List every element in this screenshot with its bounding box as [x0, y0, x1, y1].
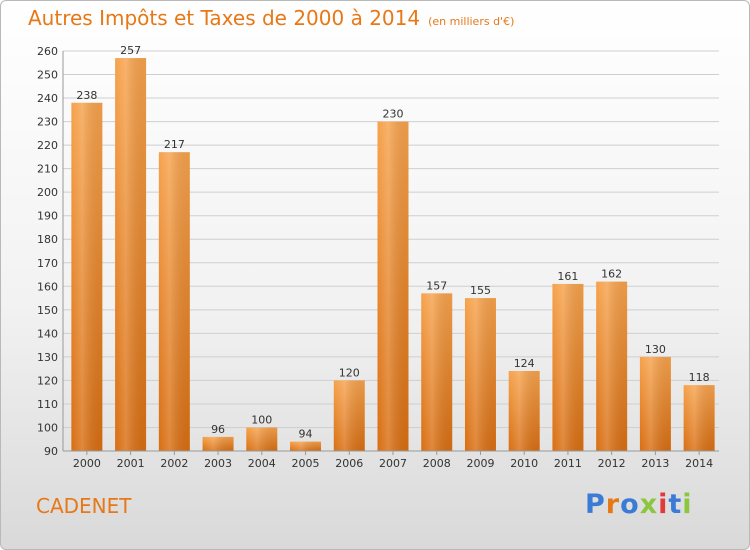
bar-sheen	[158, 152, 190, 452]
proxiti-logo: Proxiti	[585, 489, 693, 520]
bar-sheen	[246, 427, 278, 451]
y-tick-label: 250	[37, 69, 58, 82]
y-tick-label: 90	[44, 445, 58, 458]
data-label: 162	[601, 268, 622, 281]
bar-sheen	[377, 121, 409, 452]
x-tick-label: 2003	[204, 457, 232, 470]
y-tick-label: 220	[37, 139, 58, 152]
x-tick-label: 2006	[335, 457, 363, 470]
bar-sheen	[421, 293, 453, 451]
x-axis: 2000 2001 2002 2003 2004 2005 2006 2007 2008 2009…	[63, 450, 719, 470]
x-tick-label: 2014	[685, 457, 713, 470]
y-tick-label: 140	[37, 327, 58, 340]
unit-note: (en milliers d'€)	[428, 15, 515, 28]
x-tick-label: 2004	[248, 457, 276, 470]
y-tick-label: 230	[37, 116, 58, 129]
data-label: 230	[383, 108, 404, 121]
logo-letter: t	[668, 489, 683, 520]
logo-letter: i	[658, 489, 669, 520]
x-tick-label: 2001	[117, 457, 145, 470]
bar-sheen	[552, 283, 584, 451]
bar-sheen	[464, 298, 496, 451]
data-label: 257	[120, 44, 141, 57]
commune-name: CADENET	[36, 494, 132, 518]
y-axis: 90 100 110 120 130 140 150 160 170 180 190 200 210 22…	[37, 45, 64, 458]
logo-letter: P	[585, 489, 606, 520]
y-tick-label: 240	[37, 92, 58, 105]
data-label: 130	[645, 343, 666, 356]
data-label: 161	[557, 270, 578, 283]
y-tick-label: 120	[37, 374, 58, 387]
y-tick-label: 110	[37, 398, 58, 411]
y-tick-label: 260	[37, 45, 58, 58]
x-tick-label: 2010	[510, 457, 538, 470]
x-tick-label: 2002	[160, 457, 188, 470]
y-tick-label: 150	[37, 304, 58, 317]
bar-sheen	[683, 385, 715, 451]
chart-title-text: Autres Impôts et Taxes de 2000 à 2014	[28, 6, 421, 30]
x-tick-label: 2009	[466, 457, 494, 470]
bar-sheen	[71, 102, 103, 451]
chart-title: Autres Impôts et Taxes de 2000 à 2014 (en…	[28, 6, 514, 30]
bar-sheen	[508, 371, 540, 451]
logo-letter: o	[620, 489, 640, 520]
x-tick-label: 2008	[423, 457, 451, 470]
bar-sheen	[202, 436, 234, 451]
data-label: 118	[689, 371, 710, 384]
x-tick-label: 2007	[379, 457, 407, 470]
data-label: 100	[251, 413, 272, 426]
x-tick-label: 2012	[598, 457, 626, 470]
x-tick-label: 2005	[292, 457, 320, 470]
bar-sheen	[596, 281, 628, 451]
bar-sheen	[290, 441, 322, 451]
data-label: 217	[164, 138, 185, 151]
y-tick-label: 100	[37, 421, 58, 434]
y-tick-label: 160	[37, 280, 58, 293]
y-tick-label: 210	[37, 163, 58, 176]
bars: 238 257 217 96 100 94 120 230 157 155 124 161 162 130…	[71, 44, 715, 452]
y-tick-label: 130	[37, 351, 58, 364]
logo-letter: r	[605, 489, 621, 520]
logo-letter: x	[639, 489, 659, 520]
data-label: 124	[514, 357, 535, 370]
y-tick-label: 190	[37, 210, 58, 223]
bar-sheen	[639, 356, 671, 451]
bar-sheen	[115, 58, 147, 451]
logo-letter: i	[682, 489, 693, 520]
data-label: 155	[470, 284, 491, 297]
y-tick-label: 180	[37, 233, 58, 246]
data-label: 96	[211, 423, 225, 436]
x-tick-label: 2000	[73, 457, 101, 470]
data-label: 94	[299, 428, 313, 441]
x-tick-label: 2013	[641, 457, 669, 470]
bar-sheen	[333, 380, 365, 451]
data-label: 238	[76, 89, 97, 102]
data-label: 157	[426, 279, 447, 292]
data-label: 120	[339, 366, 360, 379]
y-tick-label: 200	[37, 186, 58, 199]
y-tick-label: 170	[37, 257, 58, 270]
x-tick-label: 2011	[554, 457, 582, 470]
